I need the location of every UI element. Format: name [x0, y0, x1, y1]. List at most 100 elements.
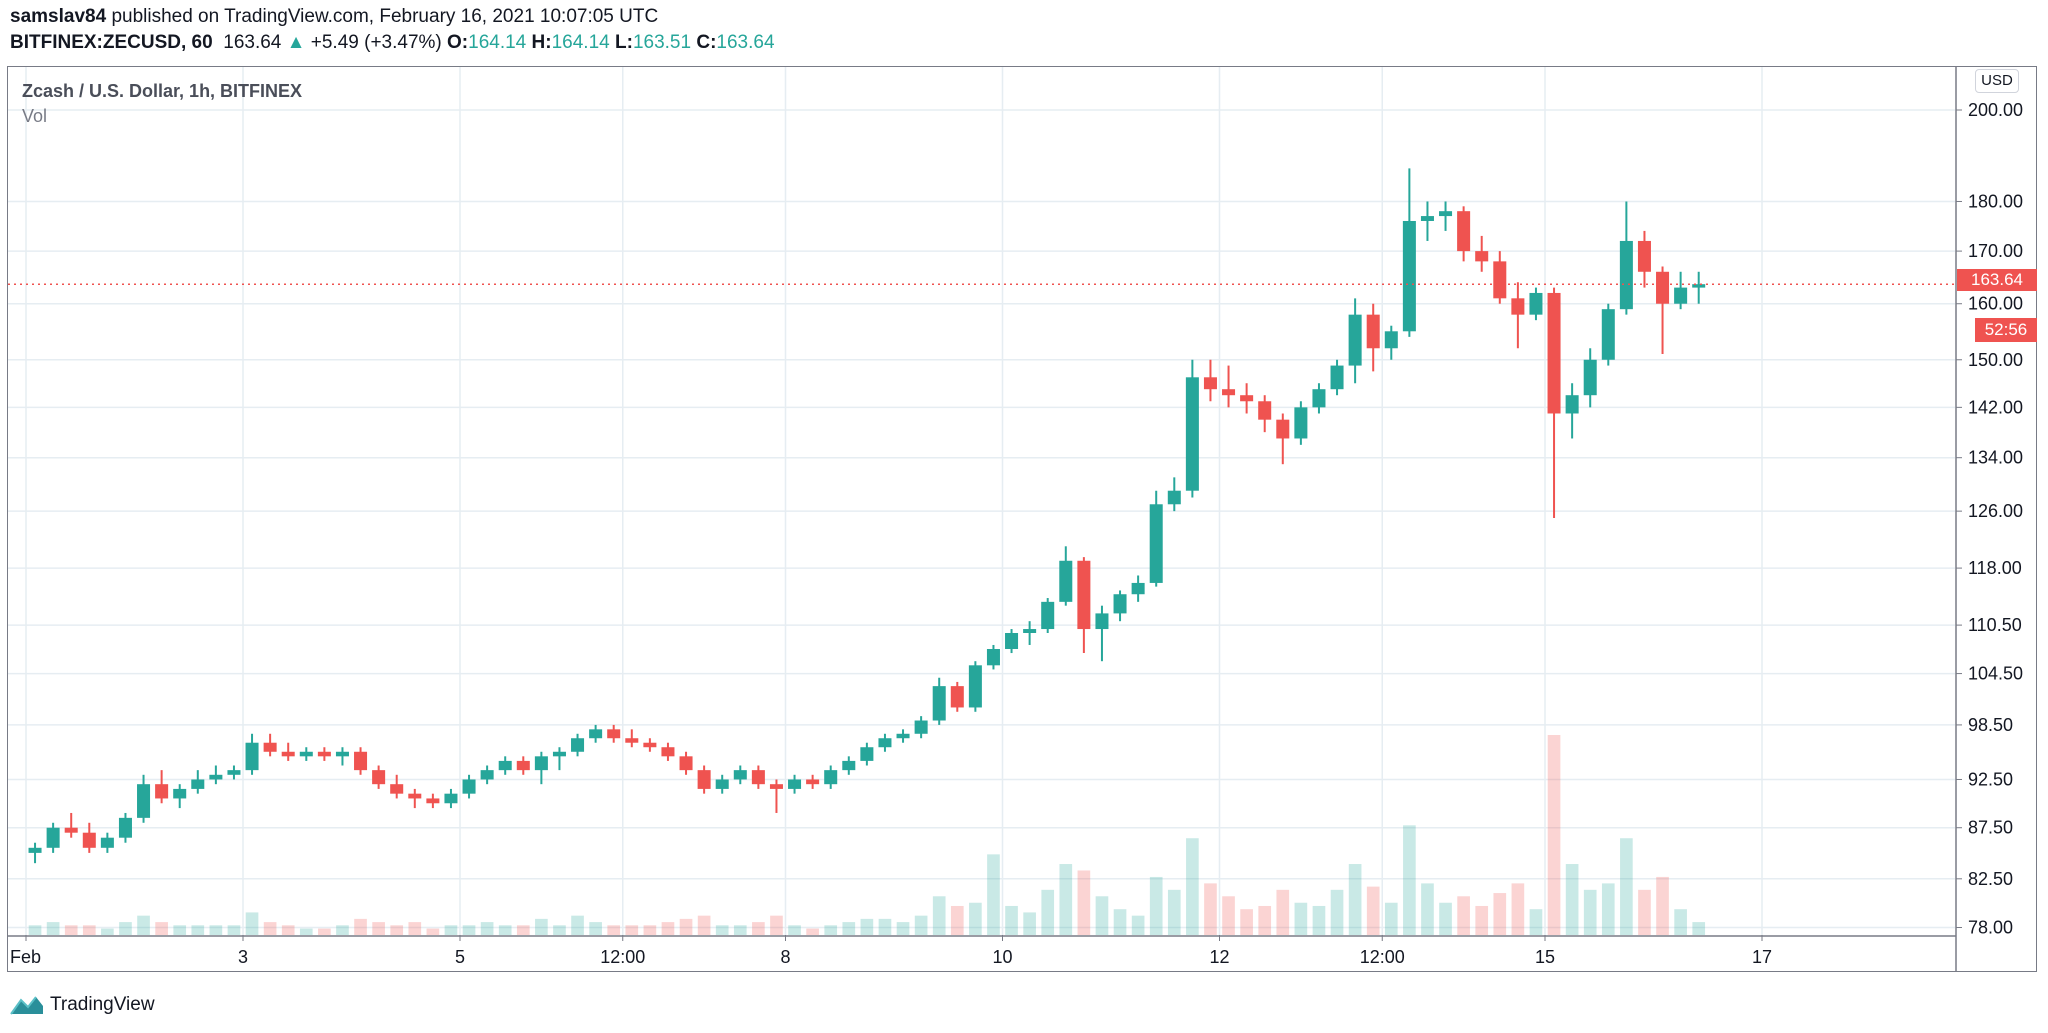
volume-bar [263, 922, 277, 935]
candle-body [1547, 292, 1561, 414]
candle [1185, 359, 1199, 498]
candle [1258, 395, 1272, 433]
candle-body [950, 686, 964, 708]
candle-body [986, 649, 1000, 666]
candle [788, 774, 802, 794]
candle [1059, 546, 1073, 606]
y-tick-label: 170.00 [1968, 241, 2023, 261]
y-tick-label: 134.00 [1968, 448, 2023, 468]
volume-bar [1511, 883, 1525, 935]
volume-bar [318, 928, 331, 935]
candle [1475, 235, 1489, 272]
candle-body [914, 720, 928, 734]
candle-body [607, 729, 621, 739]
volume-bar [1529, 909, 1543, 935]
candle-body [1511, 298, 1525, 315]
candle [697, 765, 711, 794]
volume-bar [1095, 896, 1109, 935]
y-tick-label: 180.00 [1968, 191, 2023, 211]
candle [245, 733, 259, 775]
candle [878, 733, 892, 752]
candle [1420, 201, 1434, 241]
candle-body [1023, 629, 1037, 633]
volume-bar [1692, 922, 1706, 935]
candle-body [28, 847, 42, 853]
candle-body [1601, 309, 1615, 360]
volume-bar [1656, 876, 1669, 935]
tradingview-logo[interactable]: TradingView [10, 994, 155, 1016]
candle [860, 742, 874, 766]
candle [281, 742, 295, 761]
candle-body [1005, 632, 1019, 650]
candle-body [806, 779, 820, 785]
candle [426, 793, 440, 809]
volume-bar [1403, 825, 1416, 935]
volume-bar [571, 915, 584, 935]
candle-body [1059, 560, 1073, 602]
candle-body [317, 751, 331, 757]
up-triangle-icon: ▲ [286, 32, 306, 53]
candle-body [1348, 314, 1362, 366]
y-tick-label: 142.00 [1968, 397, 2023, 417]
volume-bar [1186, 838, 1199, 935]
candle-body [824, 770, 838, 785]
volume-bar [1149, 876, 1163, 935]
candle [372, 765, 386, 789]
candle [1402, 168, 1416, 337]
candle-body [516, 760, 530, 771]
candle [625, 729, 639, 748]
candle [1366, 303, 1380, 372]
countdown-badge: 52:56 [1975, 318, 2037, 342]
y-tick-label: 126.00 [1968, 501, 2023, 521]
volume-bar [1493, 893, 1507, 935]
volume-bar [1421, 883, 1434, 935]
author[interactable]: samslav84 [10, 6, 107, 27]
candle-body [625, 738, 639, 743]
candle [661, 742, 675, 761]
candle [82, 822, 96, 853]
candle [155, 770, 169, 804]
candle-body [444, 793, 458, 804]
candle-body [1619, 240, 1633, 310]
open-value: 164.14 [468, 32, 527, 53]
y-tick-label: 118.00 [1968, 558, 2022, 578]
candle [408, 788, 422, 809]
volume-bar [1457, 896, 1470, 935]
candle-body [1366, 314, 1380, 349]
x-tick-label: 8 [780, 947, 790, 967]
volume-bar [1059, 864, 1073, 935]
candle [1330, 359, 1344, 396]
high-label: H: [531, 32, 552, 53]
candle-body [1041, 601, 1055, 630]
y-tick-label: 160.00 [1968, 294, 2023, 314]
candle-body [227, 770, 241, 775]
volume-bar [1131, 915, 1145, 935]
candle [1384, 325, 1398, 360]
candle-body [968, 665, 982, 708]
candle-body [263, 742, 277, 752]
candle-body [408, 793, 422, 799]
volume-bar [1023, 912, 1036, 935]
volume-bar [173, 925, 187, 935]
candle-body [1565, 395, 1579, 414]
candle-body [842, 760, 856, 771]
candle-body [1493, 261, 1507, 299]
candle [1565, 383, 1579, 439]
candle [498, 756, 512, 775]
candle [1203, 359, 1217, 402]
candle-body [661, 747, 675, 757]
volume-bar [697, 915, 711, 935]
candle [1692, 271, 1706, 304]
candle [1149, 490, 1163, 587]
volume-bar [1240, 909, 1253, 935]
currency-button[interactable]: USD [1975, 69, 2019, 93]
candle [1131, 575, 1145, 602]
candle [1547, 287, 1561, 519]
candle [1439, 201, 1453, 231]
candle-body [1167, 490, 1181, 505]
volume-bar [191, 925, 205, 935]
candle-body [534, 756, 548, 771]
candle [263, 733, 277, 757]
candle-body [896, 733, 910, 739]
